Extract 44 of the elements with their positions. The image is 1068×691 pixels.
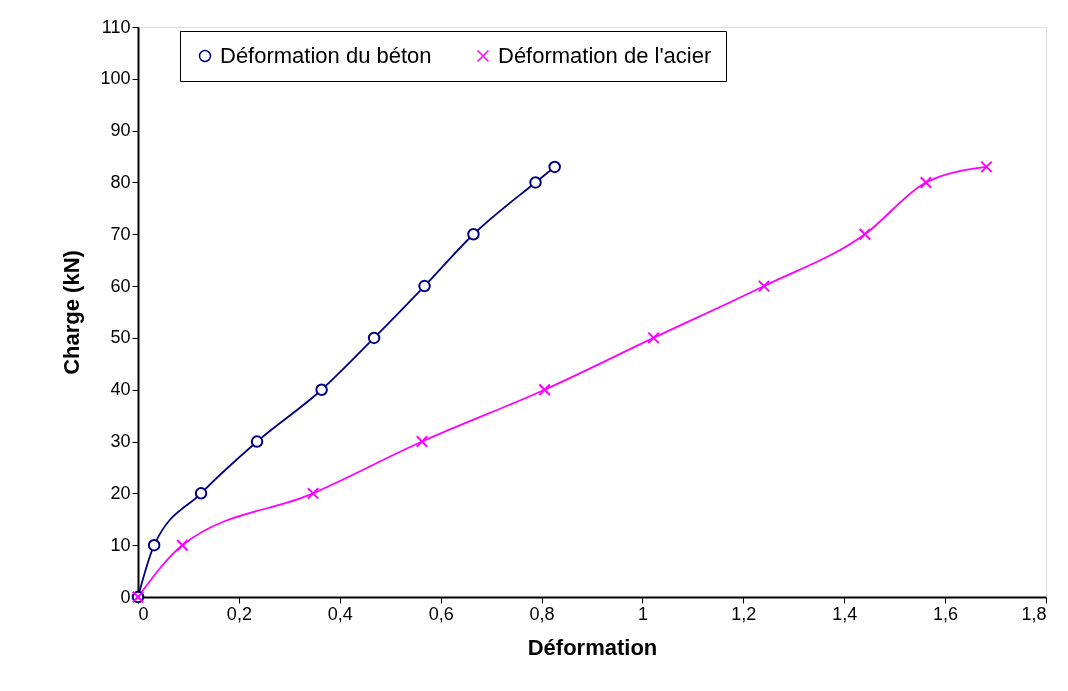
y-tick-label: 90 [110,120,131,141]
x-tick-label: 0,6 [428,603,454,624]
x-tick-label: 0,8 [529,603,555,624]
y-tick-label: 20 [110,482,131,503]
point [306,487,320,500]
x-tick-label: 1,6 [933,603,959,624]
y-tick-label: 0 [120,586,131,607]
legend-label: Déformation du béton [220,43,432,68]
y-tick-label: 50 [110,327,131,348]
point [418,279,431,293]
y-tick-label: 110 [101,16,131,37]
y-tick-label: 60 [110,275,131,296]
y-axis-title: Charge (kN) [59,250,85,375]
x-axis-title: Déformation [527,634,658,660]
point [415,435,429,448]
y-tick-label: 40 [110,379,131,400]
x-tick-label: 0,4 [327,603,353,624]
point [980,160,993,174]
point [147,538,161,552]
point [548,160,561,174]
legend-label: Déformation de l'acier [498,43,712,68]
y-tick-label: 10 [110,534,131,555]
point [757,279,771,293]
x-tick-label: 1,8 [1021,603,1047,624]
point [250,435,264,448]
point [858,228,872,241]
point [467,228,480,241]
x-tick-label: 1,2 [731,603,757,624]
x-tick-label: 0,2 [226,603,252,624]
point [194,487,208,500]
y-tick-label: 100 [100,68,131,89]
point [538,383,551,396]
x-tick-label: 0 [138,603,149,624]
x-tick-label: 1,4 [832,603,858,624]
point [367,331,381,345]
point [919,176,933,189]
point [315,383,328,396]
y-tick-label: 70 [110,223,131,244]
y-tick-label: 30 [110,431,131,452]
point [647,331,660,345]
y-tick-label: 80 [110,171,131,192]
x-tick-label: 1 [637,603,648,624]
point [176,538,189,552]
point [529,176,542,189]
